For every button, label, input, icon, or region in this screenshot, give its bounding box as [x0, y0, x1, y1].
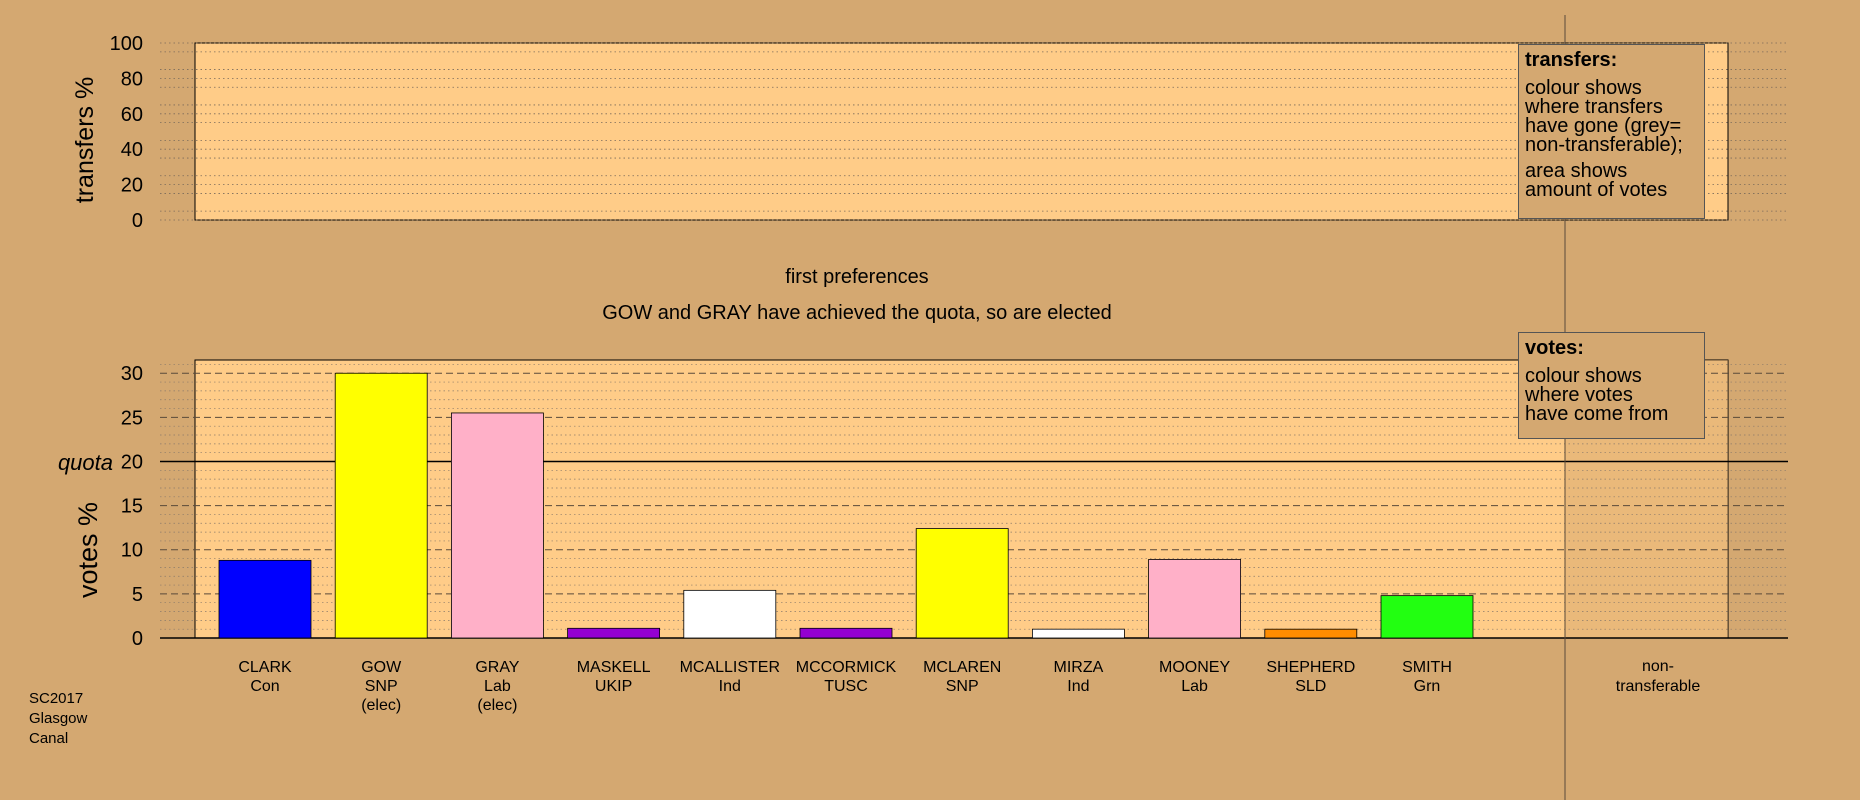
candidate-party-label: SNP — [946, 678, 979, 695]
transfers-y-tick-label: 60 — [121, 104, 143, 126]
votes-y-tick-label: 20 — [121, 451, 143, 473]
candidate-name-label: MASKELL — [577, 659, 651, 676]
candidate-party-label: Grn — [1414, 678, 1441, 695]
candidate-name-label: MCALLISTER — [680, 659, 780, 676]
transfers-legend-line: amount of votes — [1525, 179, 1668, 201]
election-footer: SC2017 Glasgow Canal — [29, 689, 87, 749]
votes-legend-line: where votes — [1525, 384, 1633, 406]
votes-y-tick-label: 0 — [132, 628, 143, 650]
candidate-status-label: (elec) — [477, 697, 517, 714]
votes-y-tick-label: 30 — [121, 363, 143, 385]
footer-line: Canal — [29, 730, 69, 747]
chart-title: first preferences — [785, 266, 928, 288]
candidate-name-label: GOW — [361, 659, 402, 676]
candidate-party-label: SLD — [1295, 678, 1326, 695]
candidate-name-label: SMITH — [1402, 659, 1452, 676]
transfers-y-tick-label: 80 — [121, 68, 143, 90]
footer-line: Glasgow — [29, 710, 88, 727]
transfers-legend-title: transfers: — [1525, 49, 1618, 71]
transfers-gridlines — [160, 42, 1788, 221]
votes-legend-line: have come from — [1525, 403, 1669, 425]
candidate-name-label: CLARK — [238, 659, 292, 676]
transfers-panel: 0 20 40 60 80 100 transfers % — [71, 33, 1788, 232]
votes-y-ticks: 0 5 10 15 20 25 30 — [121, 363, 143, 650]
vote-bar — [334, 372, 428, 639]
votes-y-tick-label: 15 — [121, 496, 143, 518]
candidate-name-label: MCLAREN — [923, 659, 1001, 676]
transfers-legend-line: have gone (grey= — [1525, 115, 1682, 137]
vote-bar — [915, 528, 1009, 639]
transfers-y-tick-label: 40 — [121, 139, 143, 161]
vote-bar — [218, 559, 312, 639]
transfers-y-tick-label: 100 — [110, 33, 143, 55]
votes-legend-line: colour shows — [1525, 365, 1642, 387]
votes-y-tick-label: 5 — [132, 584, 143, 606]
votes-y-axis-label: votes % — [73, 502, 103, 598]
vote-bar — [1264, 628, 1358, 639]
transfers-y-ticks: 0 20 40 60 80 100 — [110, 33, 143, 232]
transfers-legend-line: area shows — [1525, 160, 1628, 182]
transfers-plot-area — [194, 42, 1729, 221]
vote-bar — [1380, 595, 1474, 639]
transfers-legend: transfers: colour shows where transfers … — [1518, 44, 1705, 219]
nontransferable-label-line2: transferable — [1616, 678, 1701, 695]
chart-subtitle: GOW and GRAY have achieved the quota, so… — [602, 302, 1112, 324]
footer-line: SC2017 — [29, 690, 84, 707]
quota-label: quota — [58, 450, 113, 475]
votes-legend: votes: colour shows where votes have com… — [1518, 332, 1705, 439]
candidate-name-label: GRAY — [475, 659, 519, 676]
votes-legend-title: votes: — [1525, 337, 1584, 359]
vote-bar — [450, 412, 544, 639]
transfers-y-tick-label: 0 — [132, 210, 143, 232]
candidate-party-label: TUSC — [824, 678, 868, 695]
candidate-name-label: SHEPHERD — [1266, 659, 1355, 676]
candidate-name-label: MIRZA — [1054, 659, 1104, 676]
candidate-party-label: Con — [250, 678, 279, 695]
vote-bar — [799, 627, 893, 639]
candidate-party-label: UKIP — [595, 678, 632, 695]
candidate-name-label: MOONEY — [1159, 659, 1230, 676]
transfers-legend-line: non-transferable); — [1525, 134, 1683, 156]
candidate-status-label: (elec) — [361, 697, 401, 714]
nontransferable-label-line1: non- — [1642, 658, 1674, 675]
transfers-legend-line: colour shows — [1525, 77, 1642, 99]
transfers-y-axis-label: transfers % — [71, 77, 99, 203]
candidate-party-label: Lab — [1181, 678, 1208, 695]
vote-bar — [683, 589, 777, 639]
vote-bar — [567, 627, 660, 639]
candidate-name-label: MCCORMICK — [796, 659, 897, 676]
votes-y-tick-label: 25 — [121, 407, 143, 429]
transfers-y-tick-label: 20 — [121, 175, 143, 197]
vote-bar — [1148, 559, 1241, 639]
candidate-party-label: SNP — [365, 678, 398, 695]
candidate-party-label: Lab — [484, 678, 511, 695]
candidate-party-label: Ind — [1067, 678, 1089, 695]
vote-bar — [1032, 628, 1125, 639]
votes-y-tick-label: 10 — [121, 540, 143, 562]
vote-bars — [218, 372, 1474, 639]
votes-panel: 0 5 10 15 20 25 30 CLARK Con GOW SNP (elec) GRAY Lab… — [58, 359, 1788, 714]
candidate-labels: CLARK Con GOW SNP (elec) GRAY Lab (elec) MASKELL… — [238, 659, 1452, 714]
transfers-legend-line: where transfers — [1525, 96, 1663, 118]
candidate-party-label: Ind — [719, 678, 741, 695]
